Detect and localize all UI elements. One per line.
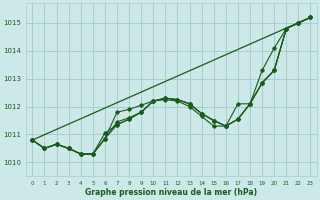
X-axis label: Graphe pression niveau de la mer (hPa): Graphe pression niveau de la mer (hPa): [85, 188, 258, 197]
